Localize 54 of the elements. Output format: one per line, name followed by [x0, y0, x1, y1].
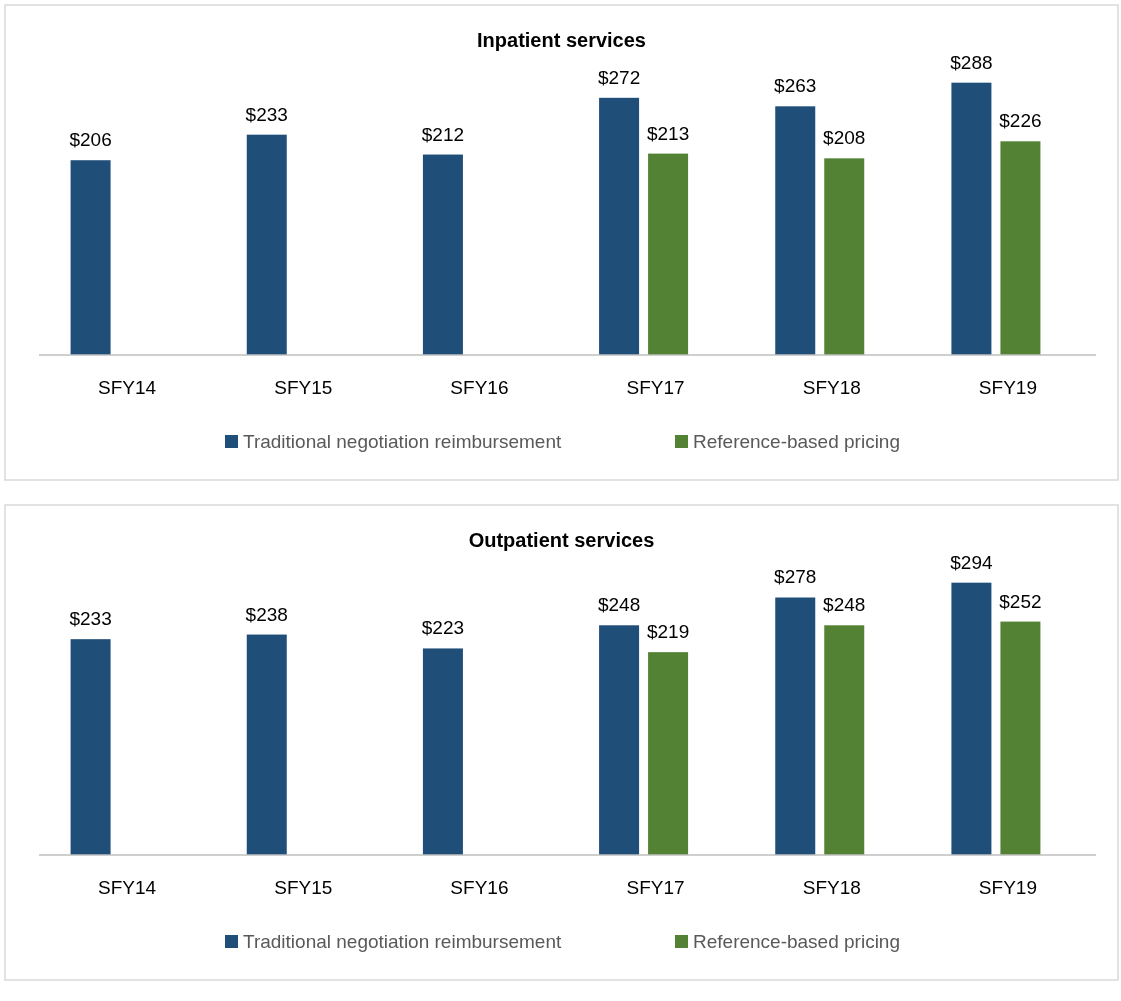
- bar: [422, 648, 463, 855]
- data-label: $219: [646, 621, 690, 643]
- data-label: $248: [597, 594, 641, 616]
- data-label: $248: [823, 594, 866, 616]
- bar: [824, 158, 865, 355]
- data-label: $272: [597, 66, 641, 88]
- x-tick-label: SFY15: [274, 877, 333, 898]
- data-label: $278: [774, 566, 817, 588]
- data-label: $252: [999, 590, 1042, 612]
- x-tick-label: SFY18: [802, 877, 861, 898]
- bar: [775, 106, 816, 355]
- data-label: $208: [823, 127, 866, 149]
- bar: [824, 625, 865, 855]
- data-label: $263: [774, 75, 817, 97]
- bar: [951, 582, 992, 855]
- x-tick-label: SFY15: [274, 377, 333, 398]
- x-tick-label: SFY18: [802, 377, 861, 398]
- x-tick-label: SFY19: [978, 377, 1037, 398]
- data-label: $288: [950, 51, 993, 73]
- x-tick-label: SFY16: [450, 877, 509, 898]
- chart-title: Inpatient services: [477, 29, 646, 51]
- data-label: $206: [69, 129, 112, 151]
- x-tick-label: SFY19: [978, 877, 1037, 898]
- bar: [70, 639, 111, 855]
- bar: [246, 134, 287, 355]
- bar: [951, 82, 992, 355]
- data-label: $226: [999, 110, 1042, 132]
- x-tick-label: SFY16: [450, 377, 509, 398]
- x-tick-label: SFY17: [626, 377, 685, 398]
- bar: [599, 97, 640, 355]
- bar: [648, 153, 689, 355]
- data-label: $233: [245, 103, 288, 125]
- x-tick-label: SFY14: [98, 377, 157, 398]
- bar: [70, 160, 111, 355]
- chart-title: Outpatient services: [468, 529, 655, 551]
- bar: [246, 634, 287, 855]
- data-label: $233: [69, 608, 112, 630]
- bar: [599, 625, 640, 855]
- legend-label: Reference-based pricing: [693, 431, 901, 452]
- legend-label: Traditional negotiation reimbursement: [243, 431, 562, 452]
- x-tick-label: SFY17: [626, 877, 685, 898]
- data-label: $213: [646, 122, 690, 144]
- bar: [775, 597, 816, 855]
- data-label: $223: [421, 617, 465, 639]
- x-tick-label: SFY14: [98, 877, 157, 898]
- bar: [422, 154, 463, 355]
- legend-label: Reference-based pricing: [693, 931, 901, 952]
- data-label: $294: [950, 551, 993, 573]
- bar: [648, 652, 689, 855]
- data-label: $212: [421, 123, 465, 145]
- bar: [1000, 621, 1041, 855]
- data-label: $238: [245, 603, 288, 625]
- bar: [1000, 141, 1041, 355]
- legend-label: Traditional negotiation reimbursement: [243, 931, 562, 952]
